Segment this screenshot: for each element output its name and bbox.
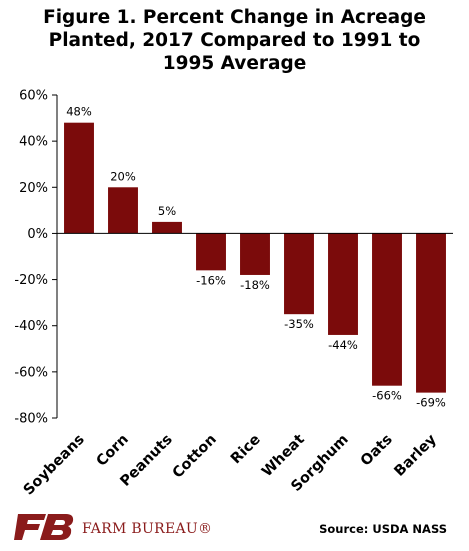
data-label: -16% — [196, 273, 226, 287]
x-tick-label: Cotton — [170, 432, 220, 482]
bar — [240, 233, 270, 275]
x-tick-label: Barley — [392, 431, 441, 480]
x-tick-label: Rice — [228, 431, 264, 467]
bar — [372, 233, 402, 386]
x-tick-label: Soybeans — [21, 432, 88, 499]
y-tick-label: -80% — [14, 412, 48, 427]
y-tick-label: 60% — [19, 89, 48, 104]
source-note: Source: USDA NASS — [319, 522, 447, 536]
data-label: -18% — [240, 278, 270, 292]
y-tick-label: 40% — [19, 135, 48, 150]
data-label: 5% — [158, 204, 176, 218]
bar — [416, 233, 446, 393]
bar — [108, 187, 138, 234]
data-label: -44% — [328, 338, 358, 352]
bar — [196, 233, 226, 271]
farm-bureau-logo — [14, 514, 74, 540]
bar — [284, 233, 314, 315]
bar — [152, 221, 182, 234]
data-label: -66% — [372, 389, 402, 403]
y-tick-label: -40% — [14, 319, 48, 334]
data-label: 20% — [110, 169, 136, 183]
farm-bureau-wordmark: FARM BUREAU® — [82, 521, 213, 537]
data-label: -35% — [284, 317, 314, 331]
data-label: -69% — [416, 396, 446, 410]
y-tick-label: 0% — [27, 227, 48, 242]
x-tick-label: Oats — [358, 432, 396, 470]
y-tick-label: 20% — [19, 181, 48, 196]
y-tick-label: -60% — [14, 365, 48, 380]
bar — [328, 233, 358, 335]
data-label: 48% — [66, 105, 92, 119]
bar — [64, 122, 94, 234]
x-tick-label: Corn — [94, 432, 132, 470]
chart-title: Figure 1. Percent Change in Acreage Plan… — [43, 7, 426, 74]
y-tick-label: -20% — [14, 273, 48, 288]
